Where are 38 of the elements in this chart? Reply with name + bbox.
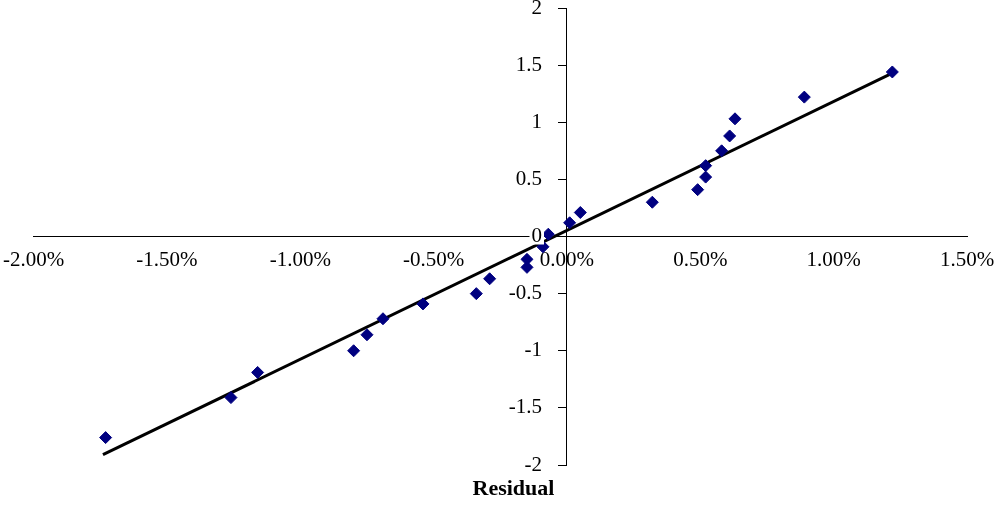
point: [360, 328, 374, 342]
point: [483, 272, 497, 286]
point: [885, 65, 899, 79]
point: [699, 170, 713, 184]
point: [224, 391, 238, 405]
point: [723, 129, 737, 143]
point: [251, 365, 265, 379]
y-tick-label: -0.5: [508, 280, 542, 305]
point: [797, 90, 811, 104]
x-tick-label: 1.00%: [806, 246, 861, 271]
x-tick-label: 0.50%: [673, 246, 728, 271]
x-tick-label: -0.50%: [403, 246, 465, 271]
y-tick-label: 1: [531, 108, 542, 133]
y-tick-label: -2: [524, 451, 542, 476]
y-tick-label: 0: [531, 223, 542, 248]
x-tick-label: 1.50%: [939, 246, 995, 271]
point: [469, 287, 483, 301]
point: [728, 112, 742, 126]
y-tick-label: 2: [531, 0, 542, 19]
point: [699, 159, 713, 173]
y-tick-label: -1: [524, 337, 542, 362]
point: [691, 183, 705, 197]
x-tick-label: -1.00%: [269, 246, 331, 271]
point: [645, 195, 659, 209]
x-axis-title: Residual: [471, 475, 556, 501]
point: [416, 297, 430, 311]
y-tick-label: 0.5: [515, 165, 542, 190]
point: [376, 312, 390, 326]
point: [99, 431, 113, 445]
point: [573, 206, 587, 220]
y-tick-label: 1.5: [515, 51, 542, 76]
y-tick-label: -1.5: [508, 394, 542, 419]
point: [347, 344, 361, 358]
point: [563, 216, 577, 230]
point: [520, 252, 534, 266]
x-tick-label: -1.50%: [136, 246, 198, 271]
point: [715, 144, 729, 158]
x-tick-label: -2.00%: [2, 246, 65, 271]
